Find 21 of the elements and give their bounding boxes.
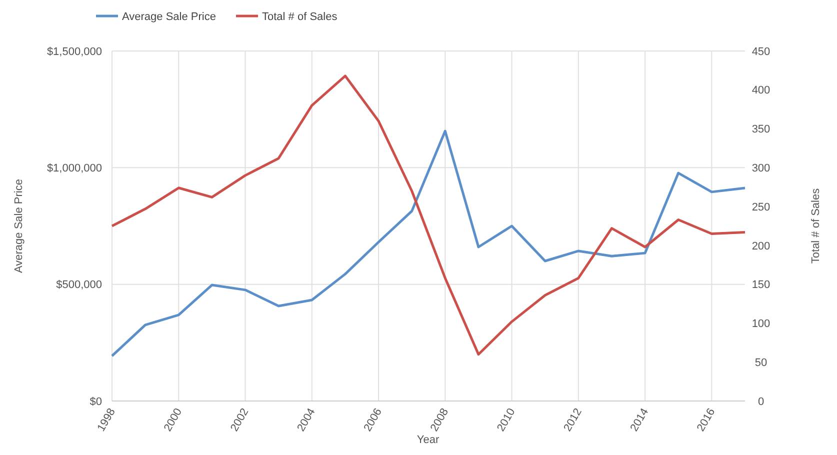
- y-tick-label: $1,000,000: [46, 162, 102, 175]
- y2-tick-label: 200: [752, 240, 770, 252]
- legend-label: Total # of Sales: [262, 10, 338, 23]
- y2-tick-label: 400: [752, 84, 770, 97]
- line-series: [110, 74, 746, 356]
- y2-tick-label: 0: [758, 396, 764, 408]
- y-axis-title: Average Sale Price: [13, 179, 25, 273]
- legend-label: Average Sale Price: [122, 10, 216, 23]
- x-axis-title: Year: [416, 434, 440, 446]
- y2-tick-label: 250: [752, 201, 770, 214]
- y-tick-label: $1,500,000: [46, 46, 102, 58]
- y-tick-label: $500,000: [56, 279, 102, 292]
- y2-tick-label: 50: [754, 356, 768, 369]
- y2-tick-label: 100: [752, 318, 770, 330]
- y-tick-label: $0: [90, 396, 102, 408]
- y2-axis-title: Total # of Sales: [810, 188, 822, 264]
- y2-tick-label: 450: [752, 46, 770, 58]
- y2-tick-label: 150: [752, 279, 770, 292]
- y2-tick-label: 300: [752, 162, 770, 175]
- y2-tick-label: 350: [752, 124, 770, 136]
- line-series: [110, 130, 746, 358]
